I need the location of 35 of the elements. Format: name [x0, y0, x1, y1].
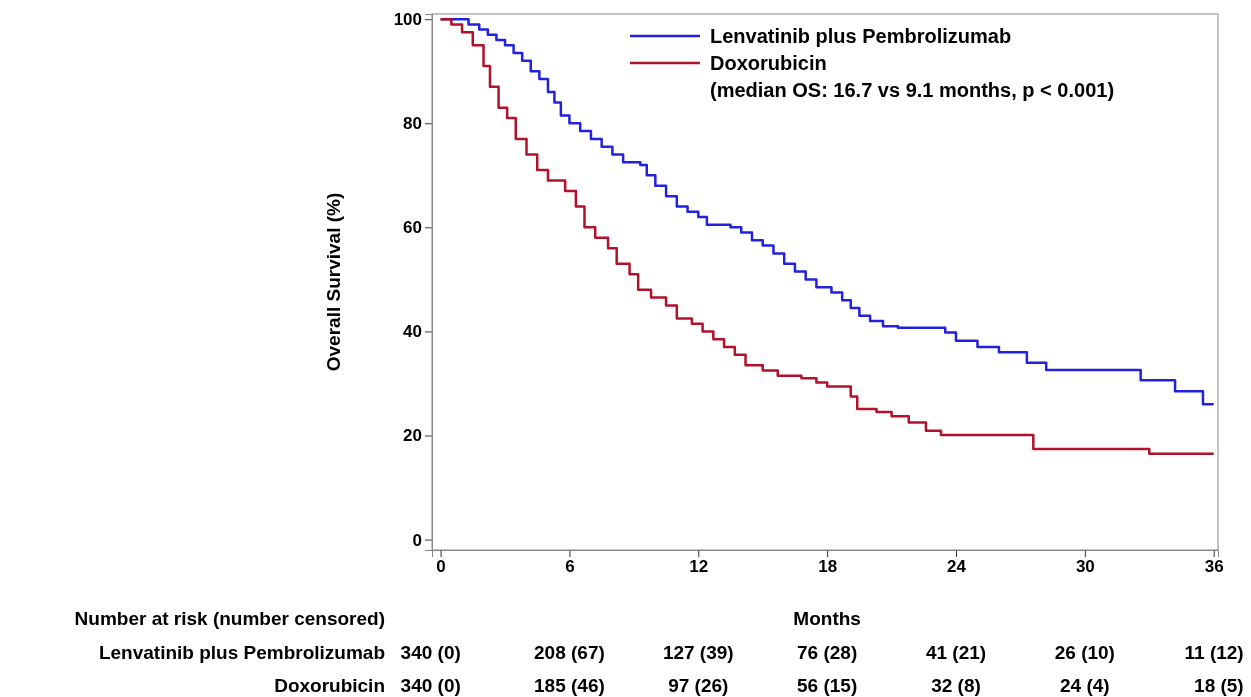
x-tick-label: 24	[947, 557, 967, 577]
text: 26 (10)	[1054, 642, 1115, 663]
text: 18 (5)	[1194, 675, 1244, 696]
y-axis-title: Overall Survival (%)	[323, 192, 344, 372]
text: 127 (39)	[662, 642, 734, 663]
text: 97 (26)	[668, 675, 729, 696]
legend-label: Doxorubicin	[710, 52, 827, 74]
annotation: (median OS: 16.7 vs 9.1 months, p < 0.001)	[710, 79, 1115, 101]
legend-label: Lenvatinib plus Pembrolizumab	[710, 25, 1012, 47]
text: Number at risk (number censored)	[74, 608, 385, 629]
y-tick-label: 80	[403, 114, 422, 134]
y-tick-label: 40	[403, 322, 422, 342]
y-tick-label: 60	[403, 218, 422, 238]
y-tick-label: 0	[412, 530, 422, 550]
y-tick-label: 100	[393, 10, 422, 30]
x-axis-title: Months	[793, 608, 861, 629]
text: 340 (0)	[400, 642, 461, 663]
text: Doxorubicin	[274, 675, 385, 696]
x-tick-label: 36	[1204, 557, 1224, 577]
text: 185 (46)	[534, 675, 605, 696]
text: 340 (0)	[400, 675, 461, 696]
text: 24 (4)	[1060, 675, 1110, 696]
text: 11 (12)	[1184, 642, 1244, 663]
text: 41 (21)	[925, 642, 987, 663]
text: 76 (28)	[797, 642, 858, 663]
text: Lenvatinib plus Pembrolizumab	[98, 642, 385, 663]
y-tick-label: 20	[403, 426, 422, 446]
text: 208 (67)	[534, 642, 605, 663]
text: 56 (15)	[797, 675, 858, 696]
x-tick-label: 6	[565, 557, 575, 577]
text: 32 (8)	[931, 675, 981, 696]
x-tick-label: 30	[1075, 557, 1095, 577]
x-tick-label: 0	[436, 557, 446, 577]
x-tick-label: 18	[818, 557, 838, 577]
x-tick-label: 12	[689, 557, 709, 577]
